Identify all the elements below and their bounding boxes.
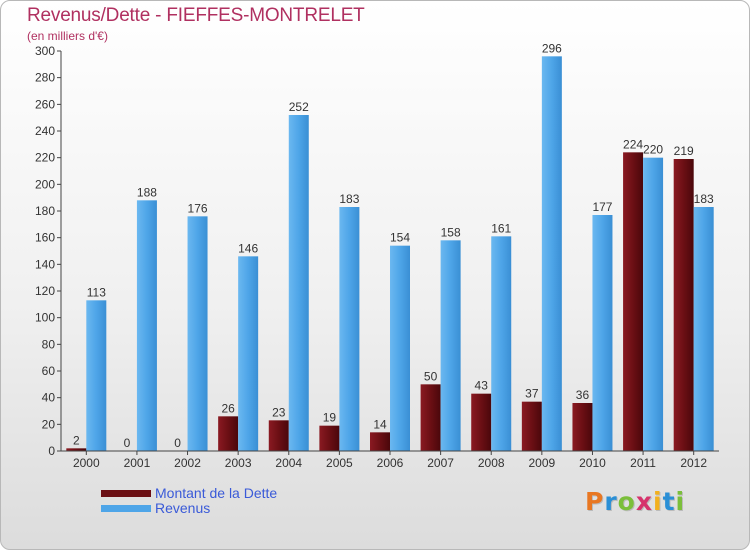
bar-dette [268,420,289,451]
data-label-revenus: 154 [390,231,410,245]
logo-letter: P [585,487,605,516]
x-tick-label: 2012 [680,456,707,470]
bar-revenus [491,236,512,451]
bar-revenus [440,240,461,451]
x-tick-label: 2002 [174,456,201,470]
x-tick-label: 2000 [73,456,100,470]
y-tick-label: 120 [35,284,55,298]
data-label-revenus: 113 [87,285,106,299]
data-label-dette: 50 [424,369,438,383]
x-tick-label: 2010 [579,456,606,470]
bar-dette [521,401,542,451]
bar-revenus [187,216,208,451]
legend-swatch-revenus [101,505,151,512]
bar-revenus [136,200,157,451]
y-tick-label: 100 [35,311,55,325]
data-label-dette: 0 [174,436,181,450]
proxiti-logo: Proxiti [585,487,685,516]
y-tick-label: 240 [35,124,55,138]
y-tick-label: 0 [48,444,55,458]
x-tick-label: 2007 [427,456,454,470]
logo-letter: i [675,487,686,516]
bar-revenus [288,115,309,451]
data-label-dette: 43 [475,379,489,393]
logo-letter: x [635,487,653,516]
bar-revenus [390,245,410,451]
data-label-revenus: 177 [592,200,612,214]
bar-dette [218,416,239,451]
y-tick-label: 140 [35,257,55,271]
bar-dette [319,425,340,451]
x-tick-label: 2009 [528,456,555,470]
data-label-revenus: 146 [238,241,258,255]
data-label-revenus: 296 [542,41,562,55]
logo-letter: t [662,487,676,516]
bar-dette [370,432,390,451]
x-tick-label: 2008 [478,456,505,470]
y-tick-label: 280 [35,71,55,85]
logo-letter: i [653,487,663,516]
legend-label-revenus: Revenus [155,500,211,516]
y-axis: 0 20 40 60 80 100 120 140 160 180 200 220 240 260 280 3… [35,44,62,458]
bar-revenus [693,207,714,451]
y-tick-label: 300 [35,44,55,58]
x-tick-label: 2001 [124,456,151,470]
logo-letter: o [617,487,636,516]
y-tick-label: 200 [35,177,55,191]
chart-title: Revenus/Dette - FIEFFES-MONTRELET [27,5,365,26]
data-labels: 2 113 0 188 0 176 26 146 23 252 19 183 14 154 50 158 43 1… [73,41,714,450]
y-tick-label: 180 [35,204,55,218]
bar-dette [66,448,87,451]
data-label-dette: 0 [124,436,131,450]
bar-revenus [238,256,259,451]
data-label-dette: 14 [373,417,387,431]
logo-letter: r [604,487,618,516]
data-label-revenus: 220 [643,143,663,157]
data-label-revenus: 188 [137,185,157,199]
x-tick-label: 2005 [326,456,353,470]
data-label-revenus: 161 [491,221,511,235]
chart-subtitle: (en milliers d'€) [27,29,108,43]
bar-revenus [339,207,360,451]
data-label-revenus: 183 [339,192,359,206]
bar-dette [471,393,492,451]
data-label-dette: 36 [576,388,590,402]
y-tick-label: 80 [42,337,56,351]
bar-revenus [86,300,107,451]
bar-dette [572,403,593,451]
data-label-revenus: 158 [441,225,461,239]
bar-dette [420,384,441,451]
x-tick-label: 2006 [377,456,404,470]
bar-revenus [592,215,613,451]
y-tick-label: 260 [35,97,55,111]
y-tick-label: 220 [35,151,55,165]
bar-revenus [541,56,562,451]
data-label-dette: 26 [221,401,235,415]
bar-revenus [643,157,664,451]
data-label-revenus: 252 [289,100,309,114]
y-tick-label: 60 [42,364,56,378]
data-label-dette: 224 [623,137,643,151]
x-tick-label: 2004 [275,456,302,470]
bar-dette [673,159,694,451]
data-label-dette: 2 [73,433,80,447]
legend-label-dette: Montant de la Dette [155,485,278,501]
bars [66,56,714,452]
data-label-dette: 23 [272,405,286,419]
y-tick-label: 160 [35,231,55,245]
data-label-revenus: 183 [694,192,714,206]
data-label-dette: 37 [525,387,539,401]
y-tick-label: 40 [42,391,56,405]
legend-swatch-dette [101,490,151,497]
data-label-revenus: 176 [188,201,208,215]
x-tick-label: 2003 [225,456,252,470]
x-axis: 2000 2001 2002 2003 2004 2005 2006 2007 2008 2009… [61,450,719,470]
y-tick-label: 20 [42,417,56,431]
data-label-dette: 19 [323,411,337,425]
bar-dette [623,152,644,452]
x-tick-label: 2011 [630,456,656,470]
data-label-dette: 219 [674,144,694,158]
